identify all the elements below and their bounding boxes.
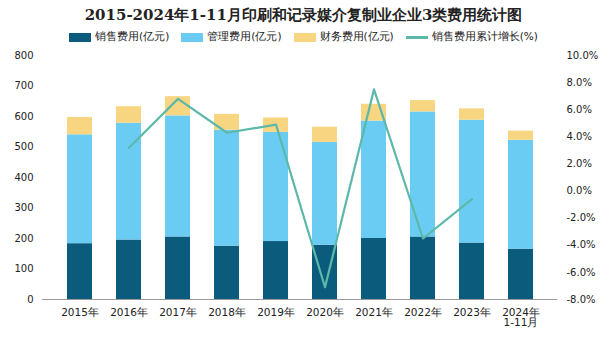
html-text:销售费用(亿元): 销售费用(亿元) [95, 30, 170, 42]
svg-text:600: 600 [14, 111, 33, 122]
svg-text:2.0%: 2.0% [567, 158, 592, 169]
svg-text:100: 100 [14, 263, 33, 274]
html-text:销售费用累计增长(%): 销售费用累计增长(%) [431, 30, 538, 42]
svg-text:500: 500 [14, 141, 33, 152]
svg-text:2024年1-11月: 2024年1-11月 [502, 306, 540, 328]
html-text:管理费用(亿元): 管理费用(亿元) [207, 30, 282, 42]
svg-text:400: 400 [14, 172, 33, 183]
svg-text:-8.0%: -8.0% [567, 294, 596, 305]
svg-text:0.0%: 0.0% [567, 185, 592, 196]
svg-text:0: 0 [27, 294, 33, 305]
svg-text:8.0%: 8.0% [567, 77, 592, 88]
svg-text:2020年: 2020年 [306, 306, 344, 318]
svg-text:10.0%: 10.0% [567, 50, 599, 61]
svg-text:-4.0%: -4.0% [567, 239, 596, 250]
svg-text:2021年: 2021年 [355, 306, 393, 318]
svg-text:2018年: 2018年 [208, 306, 246, 318]
svg-text:300: 300 [14, 202, 33, 213]
svg-text:200: 200 [14, 233, 33, 244]
html-text:2015-2024年1-11月印刷和记录媒介复制业企业3类费: 2015-2024年1-11月印刷和记录媒介复制业企业3类费用统计图 [84, 6, 523, 24]
svg-text:700: 700 [14, 80, 33, 91]
svg-text:-2.0%: -2.0% [567, 212, 596, 223]
svg-text:-6.0%: -6.0% [567, 267, 596, 278]
svg-text:2017年: 2017年 [159, 306, 197, 318]
html-text:财务费用(亿元): 财务费用(亿元) [319, 30, 394, 42]
svg-text:2016年: 2016年 [110, 306, 148, 318]
svg-text:2022年: 2022年 [404, 306, 442, 318]
svg-text:4.0%: 4.0% [567, 131, 592, 142]
svg-text:2019年: 2019年 [257, 306, 295, 318]
svg-text:6.0%: 6.0% [567, 104, 592, 115]
svg-text:2015年: 2015年 [61, 306, 99, 318]
svg-text:800: 800 [14, 50, 33, 61]
svg-text:2023年: 2023年 [453, 306, 491, 318]
